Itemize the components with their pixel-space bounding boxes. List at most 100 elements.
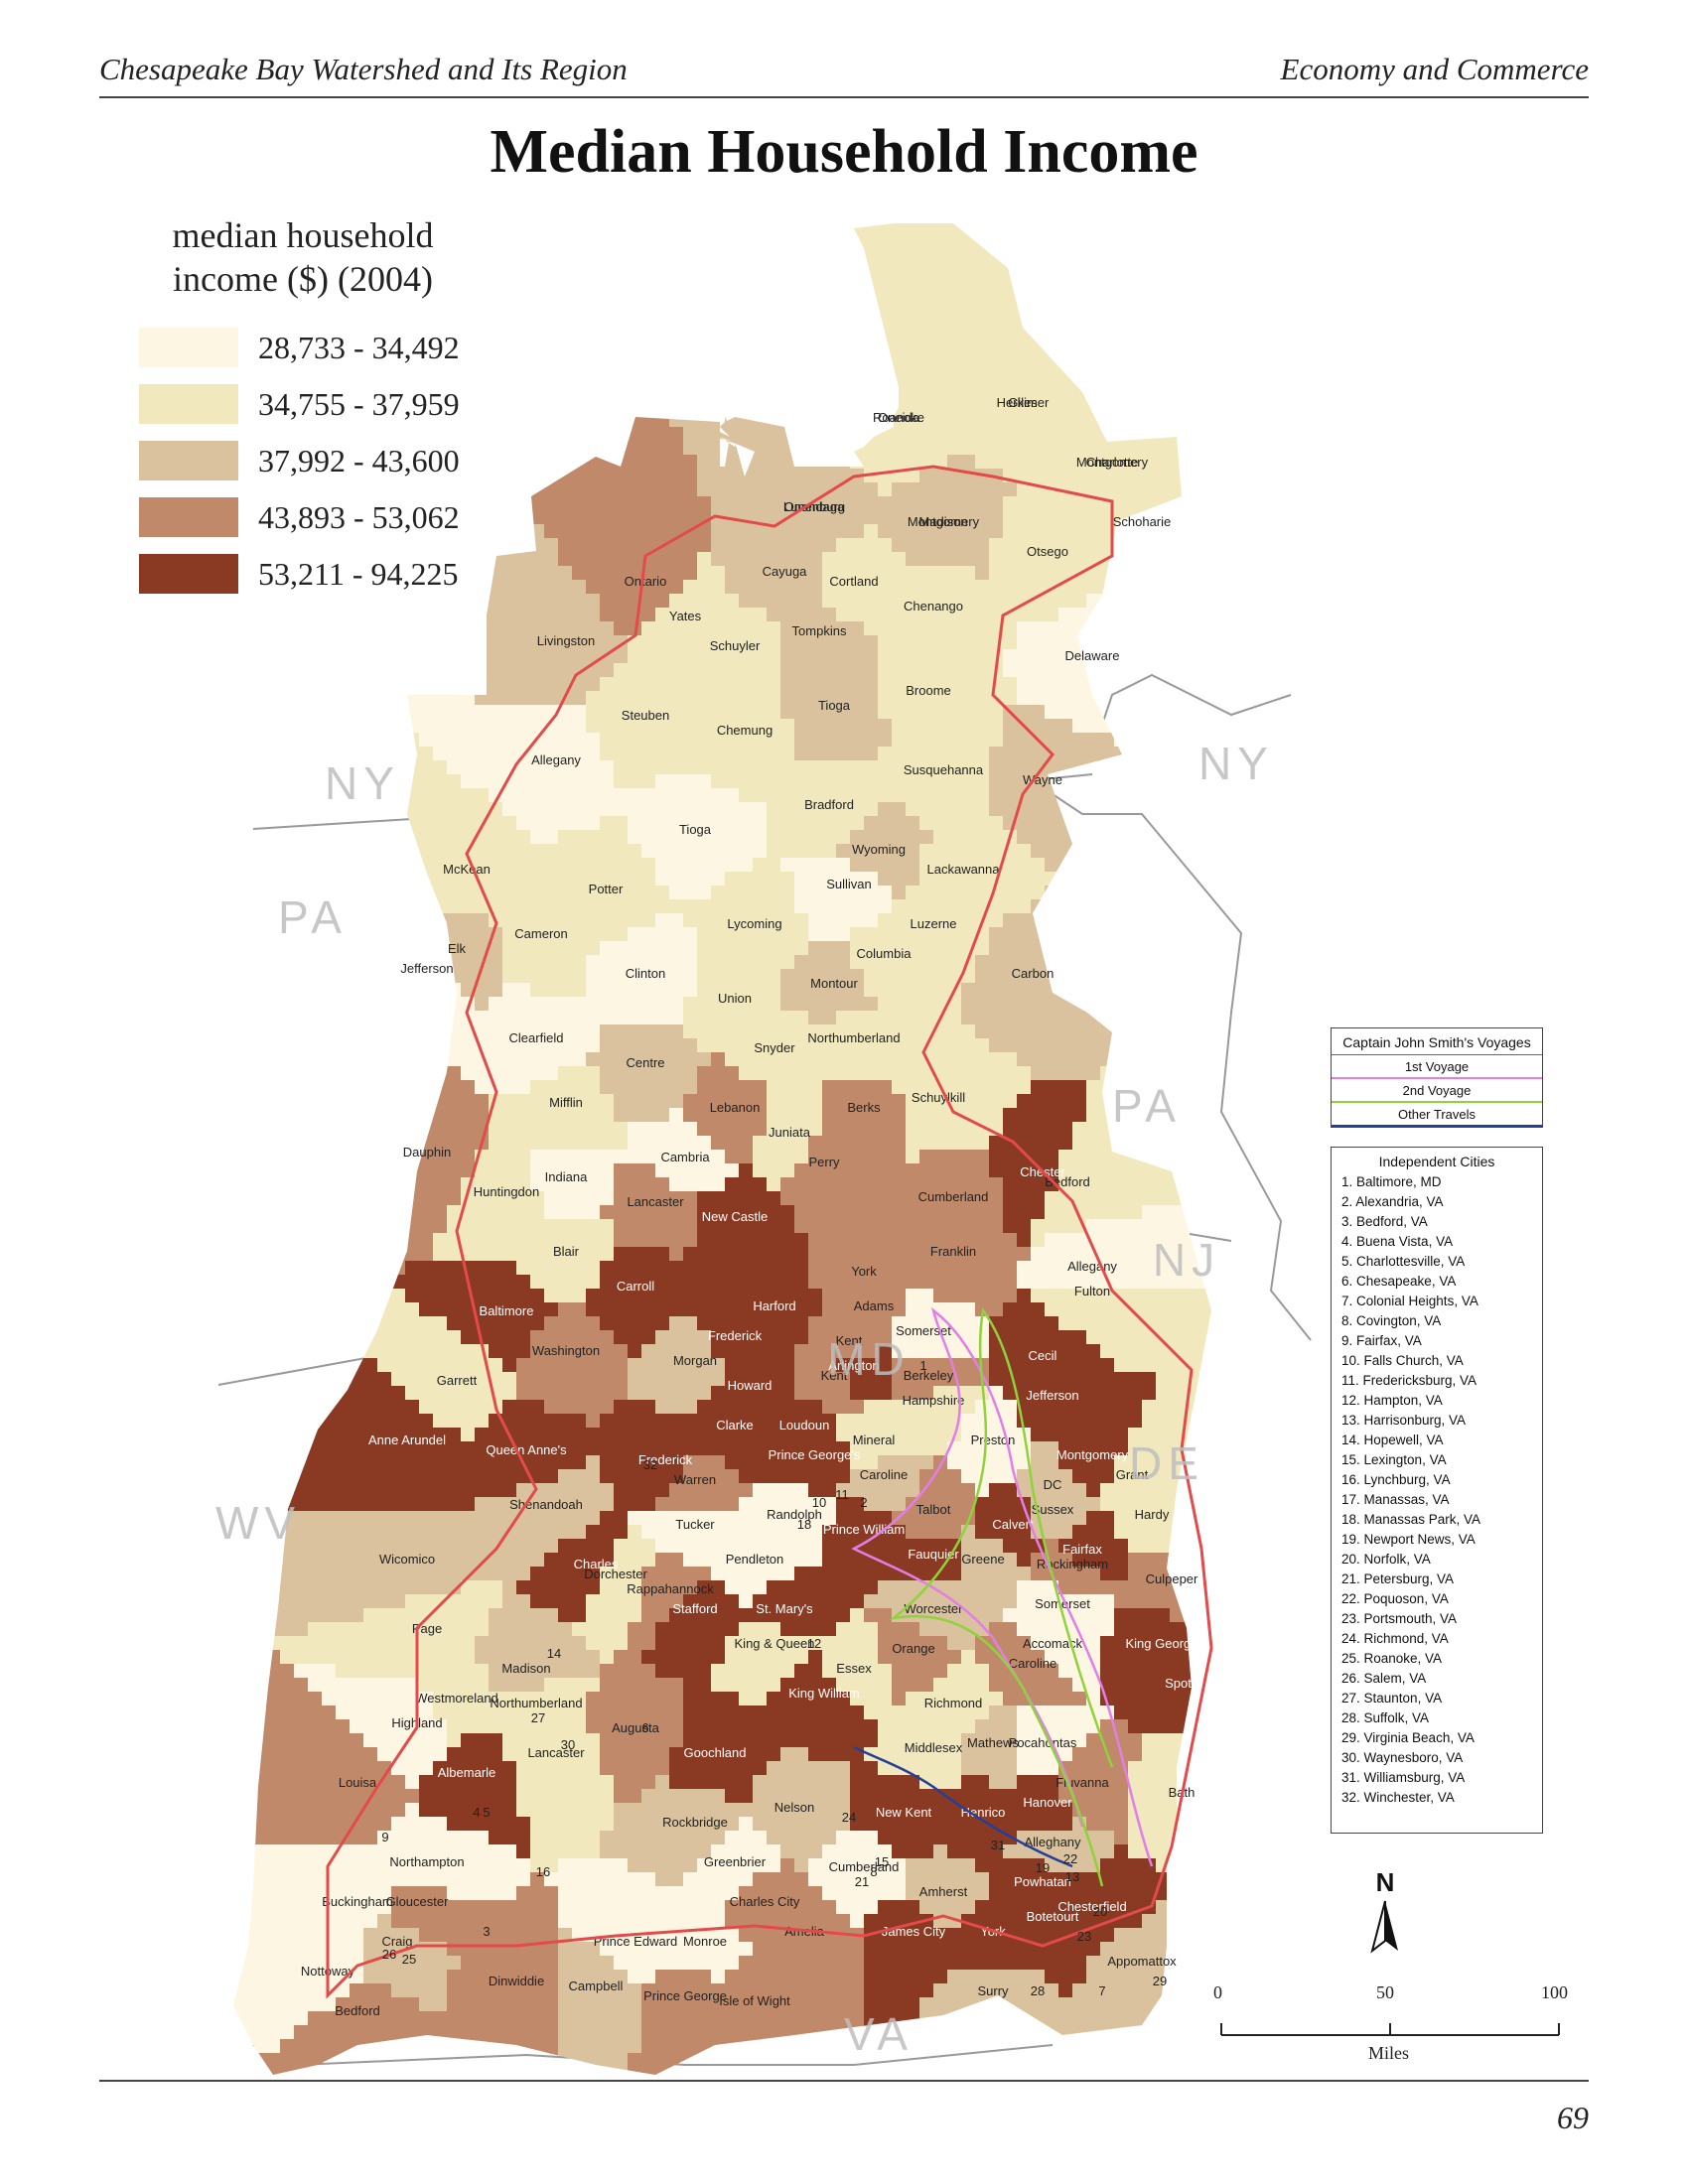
independent-city-item: 27. Staunton, VA — [1341, 1691, 1443, 1706]
county-label: Accomack — [1023, 1636, 1082, 1651]
independent-city-item: 30. Waynesboro, VA — [1341, 1750, 1464, 1765]
independent-city-item: 3. Bedford, VA — [1341, 1214, 1428, 1229]
county-label: Hampshire — [903, 1393, 965, 1408]
county-label: Montour — [810, 976, 858, 991]
county-label: Rappahannock — [627, 1581, 714, 1596]
county-label: Calvert — [992, 1517, 1034, 1532]
county-label: Isle of Wight — [719, 1993, 790, 2008]
county-label: Clarke — [716, 1418, 754, 1433]
county-label: Centre — [626, 1055, 664, 1070]
county-label: St. Mary's — [756, 1601, 813, 1616]
county-label: Montgomery — [1076, 455, 1149, 470]
independent-city-item: 14. Hopewell, VA — [1341, 1433, 1444, 1447]
county-label: Tioga — [679, 822, 712, 837]
independent-cities-list: Independent Cities 1. Baltimore, MD 2. Al… — [1331, 1147, 1543, 1834]
county-label: Carbon — [1012, 966, 1055, 981]
county-label: Charlotte — [1086, 455, 1139, 470]
county-label: Allegany — [531, 752, 581, 767]
county-label: Jefferson — [400, 961, 453, 976]
county-label: Huntingdon — [474, 1184, 540, 1199]
voyage-2nd: 2nd Voyage — [1332, 1079, 1542, 1103]
city-number: 30 — [561, 1737, 575, 1752]
county-label: Surry — [977, 1983, 1009, 1998]
county-label: Arlington — [828, 1358, 879, 1373]
county-label: York — [851, 1264, 877, 1279]
city-number: 6 — [641, 1720, 648, 1735]
city-number: 7 — [1098, 1983, 1105, 1998]
county-label: Kent — [836, 1333, 863, 1348]
county-label: Northampton — [389, 1854, 464, 1869]
legend-swatch — [139, 384, 238, 424]
independent-city-item: 31. Williamsburg, VA — [1341, 1770, 1466, 1785]
independent-city-item: 22. Poquoson, VA — [1341, 1591, 1449, 1606]
county-label: Bedford — [335, 2003, 380, 2018]
county-label: Rockbridge — [662, 1815, 728, 1830]
city-number: 4 — [473, 1805, 480, 1820]
county-label: Worcester — [905, 1601, 964, 1616]
county-label: Lancaster — [527, 1745, 585, 1760]
map-title: Median Household Income — [490, 118, 1198, 186]
county-label: Steuben — [622, 708, 669, 723]
county-label: Charles — [574, 1557, 619, 1571]
county-label: Otsego — [1027, 544, 1068, 559]
county-label: Elk — [448, 941, 467, 956]
city-number: 27 — [531, 1710, 545, 1725]
city-number: 21 — [855, 1874, 869, 1889]
city-number: 8 — [870, 1864, 877, 1879]
county-label: Lancaster — [627, 1194, 684, 1209]
county-label: Bradford — [804, 797, 854, 812]
county-label: Charles City — [730, 1894, 800, 1909]
county-label: Sussex — [1032, 1502, 1074, 1517]
legend-label: 37,992 - 43,600 — [258, 442, 460, 478]
county-label: Roanoke — [873, 410, 924, 425]
city-number: 12 — [807, 1636, 821, 1651]
independent-city-item: 26. Salem, VA — [1341, 1671, 1427, 1686]
county-label: Wayne — [1023, 772, 1062, 787]
county-label: New Kent — [876, 1805, 932, 1820]
independent-city-item: 8. Covington, VA — [1341, 1313, 1442, 1328]
county-label: Lebanon — [710, 1100, 761, 1115]
independent-city-item: 5. Charlottesville, VA — [1341, 1254, 1466, 1269]
city-number: 23 — [1077, 1929, 1091, 1944]
scale-tick-50: 50 — [1376, 1982, 1394, 2002]
city-number: 22 — [1063, 1851, 1077, 1866]
county-label: Cortland — [829, 574, 878, 589]
county-label: Tioga — [818, 698, 851, 713]
independent-city-item: 24. Richmond, VA — [1341, 1631, 1449, 1646]
county-label: Nelson — [774, 1800, 814, 1815]
county-label: Tompkins — [792, 623, 847, 638]
county-label: Cameron — [514, 926, 567, 941]
county-label: Cayuga — [763, 564, 808, 579]
legend-title-line2: income ($) (2004) — [173, 259, 433, 299]
legend-row: 53,211 - 94,225 — [139, 552, 458, 596]
county-label: Prince Edward — [594, 1934, 678, 1949]
county-label: McKean — [443, 862, 491, 877]
county-label: Middlesex — [905, 1740, 963, 1755]
legend-swatch — [139, 497, 238, 537]
independent-city-item: 1. Baltimore, MD — [1341, 1174, 1442, 1189]
county-label: King George — [1126, 1636, 1198, 1651]
city-number: 14 — [547, 1646, 561, 1661]
county-label: Grant — [1116, 1467, 1149, 1482]
county-label: Clearfield — [509, 1030, 564, 1045]
independent-city-item: 11. Fredericksburg, VA — [1341, 1373, 1477, 1388]
county-label: Franklin — [930, 1244, 976, 1259]
state-label: NJ — [1153, 1234, 1220, 1286]
county-label: Hardy — [1135, 1507, 1170, 1522]
city-number: 3 — [483, 1924, 490, 1939]
county-label: Pendleton — [726, 1552, 784, 1567]
city-number: 16 — [536, 1864, 550, 1879]
county-label: Cumberland — [918, 1189, 989, 1204]
county-label: Albemarle — [438, 1765, 496, 1780]
independent-city-item: 29. Virginia Beach, VA — [1341, 1730, 1475, 1745]
county-label: Chemung — [717, 723, 773, 738]
county-label: Fulton — [1074, 1284, 1110, 1298]
city-number: 11 — [835, 1487, 849, 1502]
county-label: Potter — [589, 882, 624, 896]
independent-city-item: 9. Fairfax, VA — [1341, 1333, 1422, 1348]
independent-city-item: 17. Manassas, VA — [1341, 1492, 1450, 1507]
county-label: Sullivan — [826, 877, 872, 891]
county-label: Frederick — [638, 1452, 693, 1467]
city-number: 24 — [842, 1810, 856, 1825]
